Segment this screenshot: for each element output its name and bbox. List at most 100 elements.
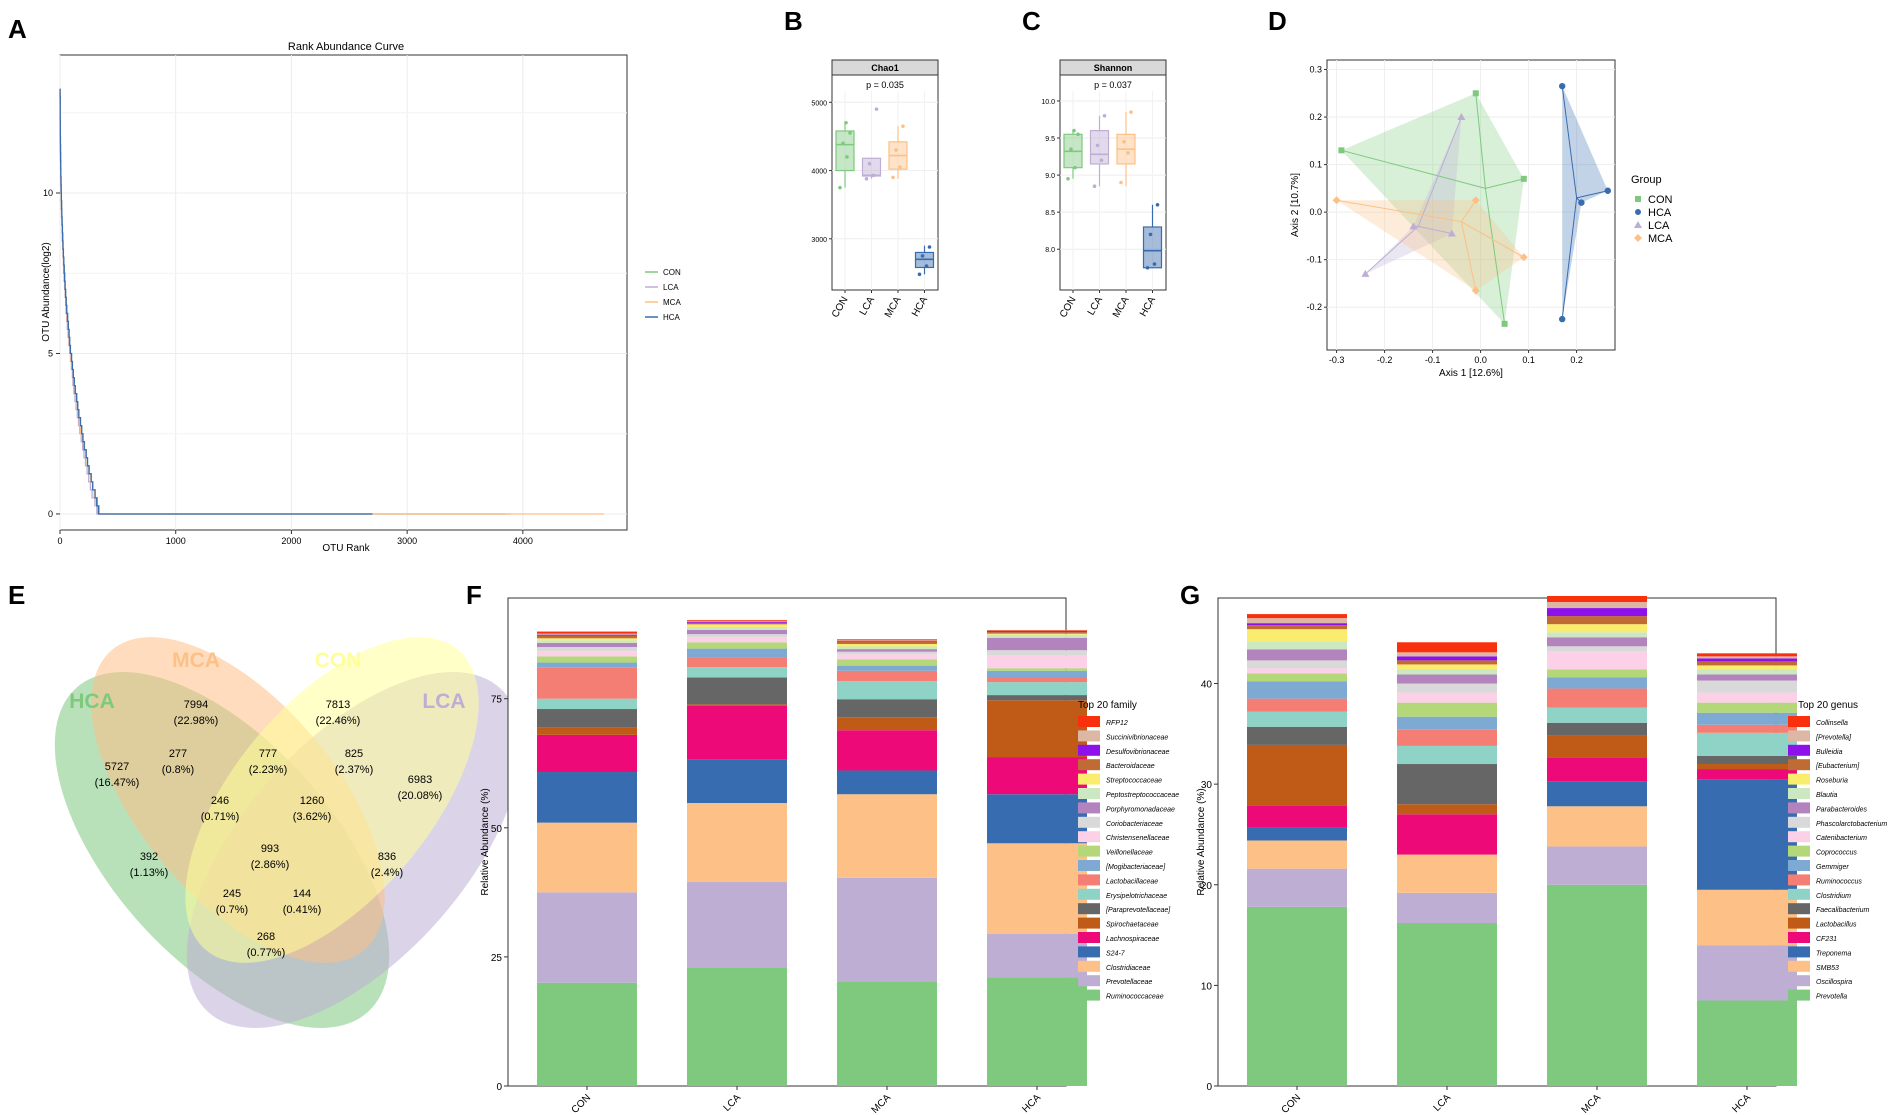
legend-key (1788, 773, 1810, 785)
genus-bar-segment (1697, 665, 1797, 670)
legend-key (1788, 917, 1810, 929)
family-bar-segment (687, 803, 787, 883)
family-bar-segment (537, 647, 637, 652)
legend-label-lca: LCA (663, 283, 679, 292)
genus-bar-segment (1547, 616, 1647, 625)
family-bar-segment (837, 643, 937, 647)
family-bar-segment (687, 637, 787, 643)
venn-region-count: 392 (140, 851, 158, 863)
family-bar-segment (987, 670, 1087, 678)
point-mca (1519, 253, 1528, 262)
box-point (1152, 262, 1157, 266)
genus-bar-segment (1547, 632, 1647, 638)
pcoa-legend-title: Group (1631, 174, 1662, 186)
x-tick-label: -0.2 (1377, 355, 1393, 365)
genus-bar-segment (1547, 735, 1647, 758)
venn-region-count: 825 (345, 748, 363, 760)
genus-bar-segment (1247, 726, 1347, 745)
x-tick-label-lca: LCA (1086, 295, 1105, 318)
genus-bar-segment (1247, 614, 1347, 619)
family-bar-segment (837, 730, 937, 771)
family-bar-segment (537, 638, 637, 641)
venn-region-count: 277 (169, 748, 187, 760)
y-tick-label: 10.0 (1041, 99, 1055, 106)
genus-bar-segment (1397, 814, 1497, 855)
genus-bar-segment (1247, 673, 1347, 682)
spider-line (1485, 178, 1524, 189)
box-point (924, 264, 929, 268)
box-point (1148, 232, 1153, 237)
genus-bar-segment (1547, 781, 1647, 807)
venn-region-percent: (2.23%) (249, 764, 288, 776)
venn-region-percent: (2.86%) (251, 859, 290, 871)
box-point (1076, 132, 1080, 137)
legend-label: Lactobacillus (1816, 922, 1857, 929)
venn-region-count: 5727 (105, 761, 129, 773)
legend-key (1788, 975, 1810, 987)
x-tick-label-mca: MCA (870, 1092, 894, 1115)
family-bar-segment (687, 621, 787, 623)
family-bar-segment (687, 634, 787, 638)
venn-region-count: 777 (259, 748, 277, 760)
family-bar-segment (837, 717, 937, 731)
legend-label: Lachnospiraceae (1106, 936, 1159, 943)
venn-region-percent: (0.8%) (162, 764, 194, 776)
box-point (894, 148, 898, 152)
legend-key (1078, 744, 1100, 756)
family-bar-segment (687, 624, 787, 627)
x-tick-label-lca: LCA (858, 295, 877, 318)
venn-region-count: 246 (211, 795, 229, 807)
x-tick-label: 0.2 (1570, 355, 1583, 365)
legend-label: CF231 (1816, 936, 1837, 943)
legend-key (1078, 831, 1100, 843)
genus-bar-segment (1697, 732, 1797, 756)
family-bar-segment (687, 630, 787, 635)
family-bar-segment (987, 630, 1087, 632)
legend-key (1788, 860, 1810, 871)
legend-key (1078, 860, 1100, 871)
y-tick-label: 20 (1201, 881, 1213, 892)
family-bar-segment (837, 654, 937, 660)
family-bar-segment (537, 642, 637, 648)
x-tick-label-mca: MCA (883, 295, 904, 320)
spider-line (1475, 93, 1486, 189)
venn-region-percent: (3.62%) (293, 811, 332, 823)
family-bar-segment (537, 633, 637, 635)
genus-bar-segment (1397, 683, 1497, 693)
point-hca (1604, 187, 1612, 194)
genus-bar-segment (1397, 702, 1497, 717)
genus-bar-segment (1697, 764, 1797, 770)
legend-key (1788, 888, 1810, 900)
genus-bar-segment (1547, 688, 1647, 708)
panel-label-f: F (466, 580, 482, 610)
box-point (891, 175, 895, 180)
legend-key (1788, 802, 1810, 814)
box-point (874, 107, 879, 111)
legend-key (1788, 730, 1810, 742)
family-bar-segment (987, 933, 1087, 978)
family-bar-segment (537, 640, 637, 643)
family-bar-segment (687, 667, 787, 678)
genus-bar-segment (1547, 722, 1647, 736)
legend-key (1078, 932, 1100, 943)
legend-label: Prevotella (1816, 994, 1847, 1001)
point-mca (1471, 286, 1480, 295)
spider-line (1484, 188, 1506, 324)
legend-label: Gemmiger (1816, 864, 1849, 871)
chao1-pvalue: p = 0.035 (866, 80, 904, 90)
shannon-panel: Shannon p = 0.037 8.0 8.5 9.0 9.5 10.0 CON LCA… (1041, 59, 1167, 320)
legend-label: Veillonellaceae (1106, 850, 1153, 857)
legend-label: RFP12 (1106, 720, 1128, 727)
family-ylabel: Relative Abundance (%) (480, 788, 491, 895)
point-hca (1578, 199, 1585, 206)
y-tick-label: 50 (491, 824, 503, 835)
legend-key (1788, 989, 1810, 1001)
legend-key (1788, 816, 1810, 828)
legend-key (1078, 845, 1100, 857)
box-point (844, 120, 848, 125)
legend-label: Ruminococcus (1816, 878, 1862, 885)
legend-label: Bacteroidaceae (1106, 763, 1155, 770)
family-bar-segment (987, 794, 1087, 844)
genus-bar-segment (1547, 669, 1647, 678)
genus-bar-segment (1547, 707, 1647, 723)
